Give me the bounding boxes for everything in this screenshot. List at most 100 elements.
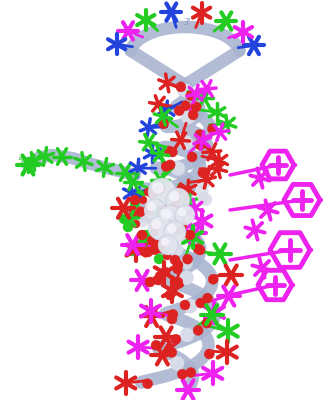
Circle shape <box>152 182 163 194</box>
Circle shape <box>175 206 187 217</box>
Circle shape <box>175 205 195 225</box>
Circle shape <box>151 240 161 250</box>
Circle shape <box>157 188 171 202</box>
Circle shape <box>167 287 177 297</box>
Circle shape <box>170 192 179 201</box>
Circle shape <box>158 204 173 218</box>
Circle shape <box>167 347 177 357</box>
Circle shape <box>130 195 140 205</box>
Circle shape <box>163 181 173 191</box>
Circle shape <box>186 90 196 100</box>
Circle shape <box>143 213 154 224</box>
Circle shape <box>174 106 184 116</box>
Circle shape <box>180 300 190 310</box>
Circle shape <box>152 220 161 229</box>
Text: 5': 5' <box>18 158 26 166</box>
Circle shape <box>137 216 148 227</box>
Circle shape <box>160 235 170 245</box>
Circle shape <box>203 293 212 303</box>
Circle shape <box>165 160 175 170</box>
Circle shape <box>123 222 133 232</box>
Circle shape <box>137 244 145 252</box>
Circle shape <box>173 224 183 234</box>
Circle shape <box>139 196 147 204</box>
Circle shape <box>152 180 163 191</box>
Circle shape <box>198 168 208 178</box>
Circle shape <box>150 220 160 230</box>
Circle shape <box>186 368 196 378</box>
Circle shape <box>177 369 187 379</box>
Circle shape <box>135 237 146 249</box>
Circle shape <box>150 228 158 236</box>
Circle shape <box>156 176 165 184</box>
Text: 3': 3' <box>184 18 192 27</box>
Circle shape <box>166 188 190 212</box>
Circle shape <box>170 193 180 203</box>
Circle shape <box>179 84 193 98</box>
Circle shape <box>167 147 177 157</box>
Circle shape <box>135 190 145 200</box>
Circle shape <box>147 236 155 244</box>
Circle shape <box>191 102 201 112</box>
Circle shape <box>159 204 167 212</box>
Circle shape <box>172 264 182 274</box>
Circle shape <box>147 202 156 211</box>
Circle shape <box>151 340 161 350</box>
Circle shape <box>144 188 152 196</box>
Circle shape <box>141 230 151 240</box>
Circle shape <box>193 325 203 335</box>
Circle shape <box>187 152 197 162</box>
Circle shape <box>160 230 175 245</box>
Circle shape <box>148 188 158 198</box>
Circle shape <box>170 356 184 370</box>
Circle shape <box>168 309 178 319</box>
Circle shape <box>180 328 194 342</box>
Circle shape <box>155 185 165 195</box>
Circle shape <box>128 212 136 220</box>
Circle shape <box>160 267 170 277</box>
Circle shape <box>176 184 186 194</box>
Circle shape <box>193 244 203 254</box>
Circle shape <box>196 298 206 308</box>
Circle shape <box>195 140 205 150</box>
Circle shape <box>169 242 183 256</box>
Circle shape <box>132 220 140 228</box>
Circle shape <box>130 198 140 208</box>
Circle shape <box>170 200 180 210</box>
Circle shape <box>202 318 212 328</box>
Circle shape <box>173 277 183 287</box>
Circle shape <box>167 314 177 324</box>
Circle shape <box>155 243 165 253</box>
Circle shape <box>157 205 183 231</box>
Circle shape <box>195 130 205 140</box>
Circle shape <box>128 246 138 256</box>
Circle shape <box>182 254 193 264</box>
Circle shape <box>165 290 175 300</box>
Circle shape <box>164 146 174 156</box>
Circle shape <box>142 379 153 389</box>
Circle shape <box>208 274 218 284</box>
Circle shape <box>197 192 208 204</box>
Circle shape <box>183 231 195 243</box>
Circle shape <box>158 235 178 255</box>
Circle shape <box>179 136 193 150</box>
Circle shape <box>150 245 160 255</box>
Circle shape <box>170 196 180 206</box>
Circle shape <box>171 162 185 176</box>
Circle shape <box>178 208 194 223</box>
Circle shape <box>126 240 137 252</box>
Circle shape <box>137 230 147 240</box>
Circle shape <box>159 119 169 129</box>
Circle shape <box>119 214 129 224</box>
Circle shape <box>135 207 145 217</box>
Circle shape <box>171 334 181 344</box>
Circle shape <box>178 208 186 216</box>
Circle shape <box>181 110 195 124</box>
Circle shape <box>175 215 185 225</box>
Circle shape <box>195 245 205 255</box>
Circle shape <box>145 277 155 287</box>
Circle shape <box>180 271 194 285</box>
Circle shape <box>161 209 171 219</box>
Circle shape <box>176 82 186 92</box>
Circle shape <box>200 193 212 206</box>
